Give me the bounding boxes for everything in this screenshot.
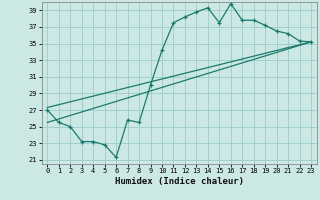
X-axis label: Humidex (Indice chaleur): Humidex (Indice chaleur)	[115, 177, 244, 186]
